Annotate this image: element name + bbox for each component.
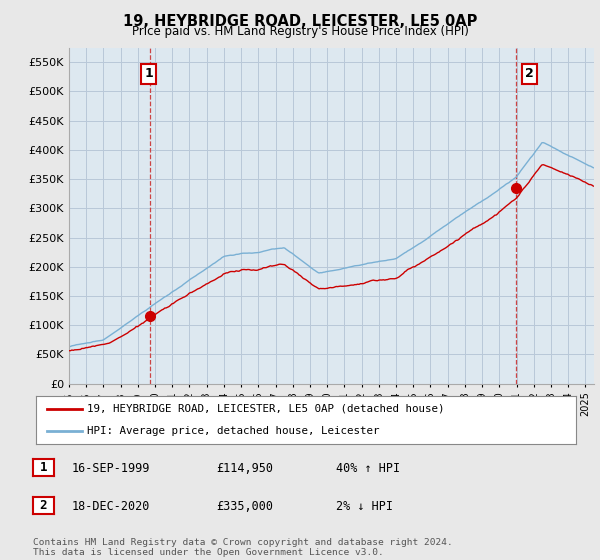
Text: £335,000: £335,000 — [216, 500, 273, 514]
Text: 19, HEYBRIDGE ROAD, LEICESTER, LE5 0AP (detached house): 19, HEYBRIDGE ROAD, LEICESTER, LE5 0AP (… — [88, 404, 445, 414]
Text: 1: 1 — [40, 461, 47, 474]
Text: 18-DEC-2020: 18-DEC-2020 — [72, 500, 151, 514]
Text: 2: 2 — [40, 499, 47, 512]
Text: 40% ↑ HPI: 40% ↑ HPI — [336, 462, 400, 475]
Text: Price paid vs. HM Land Registry's House Price Index (HPI): Price paid vs. HM Land Registry's House … — [131, 25, 469, 38]
Text: 16-SEP-1999: 16-SEP-1999 — [72, 462, 151, 475]
Text: £114,950: £114,950 — [216, 462, 273, 475]
Text: 19, HEYBRIDGE ROAD, LEICESTER, LE5 0AP: 19, HEYBRIDGE ROAD, LEICESTER, LE5 0AP — [123, 14, 477, 29]
Text: 2: 2 — [525, 67, 534, 81]
Text: 1: 1 — [144, 67, 153, 81]
Text: HPI: Average price, detached house, Leicester: HPI: Average price, detached house, Leic… — [88, 426, 380, 436]
Text: 2% ↓ HPI: 2% ↓ HPI — [336, 500, 393, 514]
Text: Contains HM Land Registry data © Crown copyright and database right 2024.
This d: Contains HM Land Registry data © Crown c… — [33, 538, 453, 557]
